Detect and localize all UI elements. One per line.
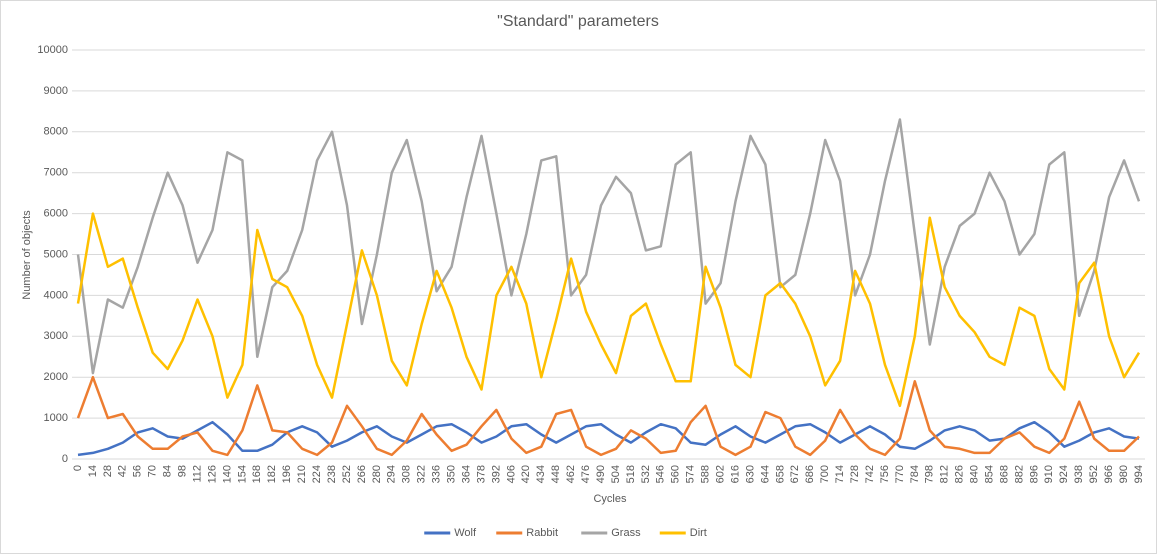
x-tick-label: 98 [177, 465, 189, 477]
x-tick-label: 182 [266, 465, 278, 483]
x-tick-label: 966 [1103, 465, 1115, 483]
x-tick-label: 308 [401, 465, 413, 483]
x-tick-label: 434 [535, 465, 547, 483]
x-tick-label: 728 [849, 465, 861, 483]
x-tick-label: 714 [834, 465, 846, 483]
x-tick-label: 126 [206, 465, 218, 483]
x-tick-label: 350 [445, 465, 457, 483]
x-tick-label: 602 [714, 465, 726, 483]
x-tick-label: 672 [789, 465, 801, 483]
x-tick-label: 546 [655, 465, 667, 483]
x-tick-label: 630 [744, 465, 756, 483]
x-tick-label: 364 [460, 465, 472, 483]
x-tick-label: 378 [475, 465, 487, 483]
x-tick-label: 826 [954, 465, 966, 483]
x-tick-label: 742 [864, 465, 876, 483]
x-tick-label: 322 [416, 465, 428, 483]
x-tick-label: 154 [236, 465, 248, 483]
x-tick-label: 994 [1133, 465, 1145, 483]
x-tick-label: 952 [1088, 465, 1100, 483]
x-tick-label: 392 [490, 465, 502, 483]
x-tick-label: 476 [580, 465, 592, 483]
x-tick-label: 84 [162, 465, 174, 477]
y-tick-label: 1000 [44, 412, 68, 424]
x-tick-label: 574 [685, 465, 697, 483]
x-tick-label: 462 [565, 465, 577, 483]
x-tick-label: 168 [251, 465, 263, 483]
x-tick-label: 420 [520, 465, 532, 483]
x-tick-label: 336 [431, 465, 443, 483]
x-tick-label: 784 [909, 465, 921, 483]
x-tick-label: 448 [550, 465, 562, 483]
series-line [76, 118, 1141, 375]
x-tick-label: 854 [983, 465, 995, 483]
y-tick-label: 10000 [37, 44, 68, 56]
x-tick-label: 210 [296, 465, 308, 483]
x-tick-label: 140 [221, 465, 233, 483]
y-tick-label: 4000 [44, 289, 68, 301]
x-tick-label: 70 [147, 465, 159, 477]
x-tick-label: 196 [281, 465, 293, 483]
x-tick-label: 644 [759, 465, 771, 483]
x-tick-label: 882 [1013, 465, 1025, 483]
x-tick-label: 518 [625, 465, 637, 483]
x-tick-label: 798 [924, 465, 936, 483]
legend-label: Wolf [454, 527, 477, 539]
legend-label: Rabbit [526, 527, 558, 539]
x-tick-label: 238 [326, 465, 338, 483]
x-tick-label: 532 [640, 465, 652, 483]
x-tick-label: 14 [87, 465, 99, 477]
x-tick-label: 924 [1058, 465, 1070, 483]
legend-label: Grass [611, 527, 641, 539]
x-tick-label: 868 [998, 465, 1010, 483]
y-tick-label: 2000 [44, 371, 68, 383]
x-tick-label: 588 [700, 465, 712, 483]
x-tick-label: 280 [371, 465, 383, 483]
x-tick-label: 0 [72, 465, 84, 471]
x-tick-label: 406 [505, 465, 517, 483]
x-tick-label: 28 [102, 465, 114, 477]
y-tick-label: 8000 [44, 126, 68, 138]
x-tick-label: 980 [1118, 465, 1130, 483]
series-line [76, 212, 1141, 408]
x-tick-label: 770 [894, 465, 906, 483]
x-tick-label: 896 [1028, 465, 1040, 483]
x-tick-label: 938 [1073, 465, 1085, 483]
series-line [77, 420, 1140, 457]
chart-title: "Standard" parameters [497, 13, 659, 30]
x-tick-label: 756 [879, 465, 891, 483]
x-tick-label: 658 [774, 465, 786, 483]
x-tick-label: 560 [670, 465, 682, 483]
x-tick-label: 910 [1043, 465, 1055, 483]
y-tick-label: 0 [62, 453, 68, 465]
x-tick-label: 700 [819, 465, 831, 483]
legend-label: Dirt [690, 527, 707, 539]
x-tick-label: 686 [804, 465, 816, 483]
x-axis-label: Cycles [593, 493, 627, 505]
x-tick-label: 42 [117, 465, 129, 477]
y-axis-label: Number of objects [21, 210, 33, 300]
x-tick-label: 224 [311, 465, 323, 483]
x-tick-label: 56 [132, 465, 144, 477]
x-tick-label: 490 [595, 465, 607, 483]
x-tick-label: 112 [191, 465, 203, 483]
x-tick-label: 840 [969, 465, 981, 483]
y-tick-label: 7000 [44, 167, 68, 179]
series-line [76, 375, 1140, 457]
x-tick-label: 504 [610, 465, 622, 483]
y-tick-label: 5000 [44, 248, 68, 260]
y-tick-label: 3000 [44, 330, 68, 342]
x-tick-label: 252 [341, 465, 353, 483]
y-tick-label: 9000 [44, 85, 68, 97]
y-tick-label: 6000 [44, 208, 68, 220]
x-tick-label: 294 [386, 465, 398, 483]
x-tick-label: 616 [729, 465, 741, 483]
x-tick-label: 812 [939, 465, 951, 483]
x-tick-label: 266 [356, 465, 368, 483]
